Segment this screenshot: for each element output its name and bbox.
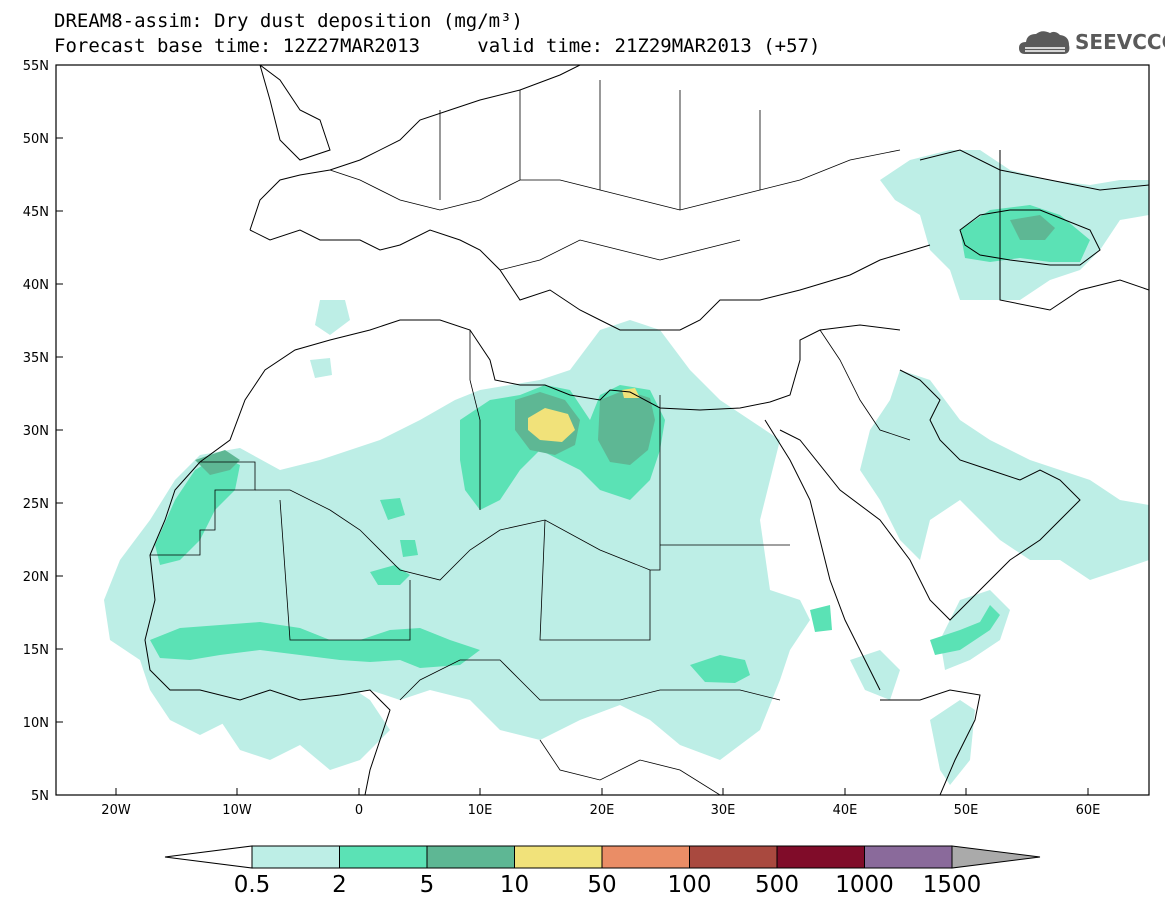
lat-tick-label: 5N bbox=[31, 789, 49, 804]
lon-tick-label: 10W bbox=[222, 803, 252, 818]
colorbar-over-arrow bbox=[951, 845, 1041, 869]
deposition-level-10 bbox=[528, 388, 640, 442]
colorbar-box bbox=[514, 845, 603, 869]
colorbar-label: 5 bbox=[420, 872, 435, 898]
colorbar-labels: 0.5 2 5 10 50 100 500 1000 1500 bbox=[234, 872, 982, 898]
lat-tick-label: 45N bbox=[23, 205, 49, 220]
deposition-level-5 bbox=[195, 215, 1055, 475]
colorbar-under-arrow bbox=[164, 845, 253, 869]
logo-text: SEEVCCC bbox=[1075, 30, 1165, 54]
lon-tick-label: 20E bbox=[590, 803, 615, 818]
lat-tick-label: 50N bbox=[23, 132, 49, 147]
valid-time: valid time: 21Z29MAR2013 (+57) bbox=[477, 35, 821, 57]
coastlines bbox=[144, 65, 1149, 795]
colorbar: 0.5 2 5 10 50 100 500 1000 1500 bbox=[164, 845, 1041, 898]
lon-tick-label: 30E bbox=[711, 803, 736, 818]
colorbar-box bbox=[689, 845, 778, 869]
colorbar-box bbox=[339, 845, 428, 869]
longitude-labels: 20W 10W 0 10E 20E 30E 40E 50E 60E bbox=[101, 803, 1100, 818]
lat-tick-label: 40N bbox=[23, 278, 49, 293]
lat-tick-label: 20N bbox=[23, 570, 49, 585]
colorbar-box bbox=[864, 845, 953, 869]
colorbar-label: 10 bbox=[500, 872, 529, 898]
colorbar-label: 1500 bbox=[923, 872, 982, 898]
lat-tick-label: 25N bbox=[23, 497, 49, 512]
lat-tick-label: 30N bbox=[23, 424, 49, 439]
map-subtitle: Forecast base time: 12Z27MAR2013 valid t… bbox=[54, 35, 820, 57]
lat-tick-label: 15N bbox=[23, 643, 49, 658]
axis-ticks bbox=[56, 64, 1089, 796]
colorbar-label: 500 bbox=[755, 872, 799, 898]
lon-tick-label: 60E bbox=[1076, 803, 1101, 818]
lon-tick-label: 50E bbox=[954, 803, 979, 818]
colorbar-label: 100 bbox=[668, 872, 712, 898]
colorbar-label: 50 bbox=[587, 872, 616, 898]
map-frame bbox=[55, 64, 1150, 796]
colorbar-label: 0.5 bbox=[234, 872, 271, 898]
lon-tick-label: 40E bbox=[833, 803, 858, 818]
latitude-labels: 55N 50N 45N 40N 35N 30N 25N 20N 15N 10N … bbox=[23, 59, 49, 804]
map-title: DREAM8-assim: Dry dust deposition (mg/m³… bbox=[54, 10, 523, 32]
lat-tick-label: 35N bbox=[23, 351, 49, 366]
lon-tick-label: 20W bbox=[101, 803, 131, 818]
colorbar-box bbox=[776, 845, 865, 869]
lat-tick-label: 55N bbox=[23, 59, 49, 74]
colorbar-label: 1000 bbox=[835, 872, 894, 898]
deposition-field bbox=[104, 150, 1149, 785]
forecast-base-time: Forecast base time: 12Z27MAR2013 bbox=[54, 35, 421, 57]
lon-tick-label: 0 bbox=[355, 803, 363, 818]
colorbar-box bbox=[601, 845, 690, 869]
colorbar-label: 2 bbox=[332, 872, 347, 898]
deposition-level-0.5 bbox=[104, 150, 1149, 785]
seevccc-logo: SEEVCCC bbox=[1017, 26, 1165, 60]
deposition-level-2 bbox=[150, 205, 1090, 683]
cloud-icon bbox=[1019, 31, 1070, 54]
lon-tick-label: 10E bbox=[468, 803, 493, 818]
lat-tick-label: 10N bbox=[23, 716, 49, 731]
country-borders bbox=[150, 80, 911, 795]
colorbar-box bbox=[426, 845, 515, 869]
colorbar-boxes bbox=[251, 845, 953, 869]
colorbar-box bbox=[251, 845, 340, 869]
